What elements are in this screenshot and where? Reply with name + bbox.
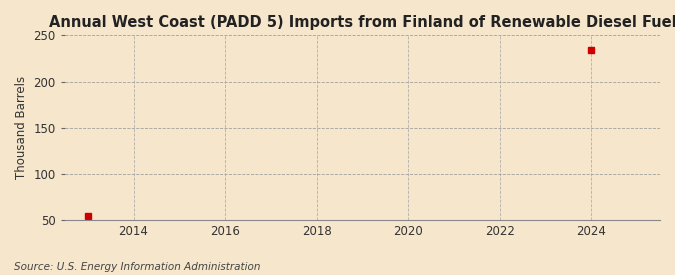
Text: Source: U.S. Energy Information Administration: Source: U.S. Energy Information Administ… <box>14 262 260 272</box>
Title: Annual West Coast (PADD 5) Imports from Finland of Renewable Diesel Fuel: Annual West Coast (PADD 5) Imports from … <box>49 15 675 30</box>
Y-axis label: Thousand Barrels: Thousand Barrels <box>15 76 28 179</box>
